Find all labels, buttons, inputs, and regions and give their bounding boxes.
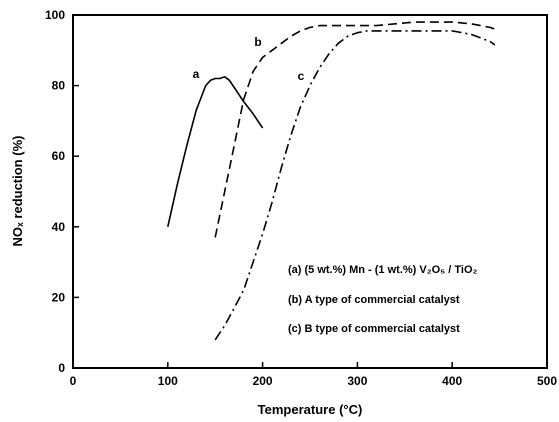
y-tick-label: 80	[52, 79, 66, 93]
x-tick-label: 0	[70, 374, 77, 388]
series-line-c	[214, 30, 496, 341]
y-tick-label: 60	[52, 149, 66, 163]
curve-label-b: b	[254, 35, 261, 49]
legend-entry-c: (c) B type of commercial catalyst	[288, 323, 460, 335]
y-tick-label: 0	[58, 361, 65, 375]
y-tick-label: 100	[45, 8, 65, 22]
legend-entry-b: (b) A type of commercial catalyst	[288, 294, 460, 306]
series-line-a	[167, 76, 264, 227]
x-tick-label: 100	[158, 374, 178, 388]
x-tick-label: 400	[442, 374, 462, 388]
legend-entry-a: (a) (5 wt.%) Mn - (1 wt.%) V₂O₅ / TiO₂	[288, 264, 478, 276]
y-axis-title: NOₓ reduction (%)	[10, 136, 25, 247]
y-tick-label: 20	[52, 290, 66, 304]
series-line-b	[214, 21, 496, 238]
plot-frame	[72, 14, 548, 369]
x-axis-title: Temperature (°C)	[258, 402, 363, 417]
curve-label-a: a	[193, 67, 200, 81]
x-tick-label: 200	[253, 374, 273, 388]
x-tick-label: 500	[537, 374, 557, 388]
curve-label-c: c	[298, 69, 305, 83]
x-tick-label: 300	[347, 374, 367, 388]
y-tick-label: 40	[52, 220, 66, 234]
